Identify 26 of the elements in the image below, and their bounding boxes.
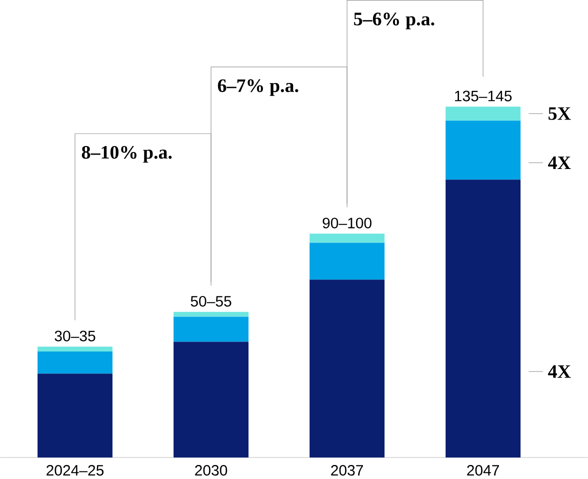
total-label: 50–55: [190, 296, 232, 307]
annotation: 8–10% p.a.: [82, 146, 172, 163]
bar: [446, 120, 521, 180]
x-tick-label: 2037: [331, 465, 363, 476]
x-tick-label: 2024–25: [46, 465, 104, 476]
bar: [446, 180, 521, 458]
bar: [446, 106, 521, 121]
bar: [174, 312, 249, 317]
bar: [310, 280, 385, 458]
bar: [38, 346, 112, 352]
annotation: 5X: [548, 107, 571, 120]
bar: [310, 242, 385, 280]
total-label: 30–35: [54, 330, 96, 342]
annotation: 4X: [548, 365, 571, 378]
bar: [174, 316, 249, 342]
bar: [38, 352, 112, 374]
total-label: 135–145: [455, 90, 512, 102]
text: 6–7% p.a.: [218, 79, 298, 96]
text: 5–6% p.a.: [354, 12, 434, 30]
annotation: 4X: [548, 156, 571, 170]
x-tick-label: 2030: [195, 465, 228, 476]
x-tick-label: 2047: [467, 465, 499, 476]
bar: [174, 342, 249, 458]
bar: [38, 374, 112, 458]
bar: [310, 234, 385, 243]
total-label: 90–100: [322, 218, 372, 228]
